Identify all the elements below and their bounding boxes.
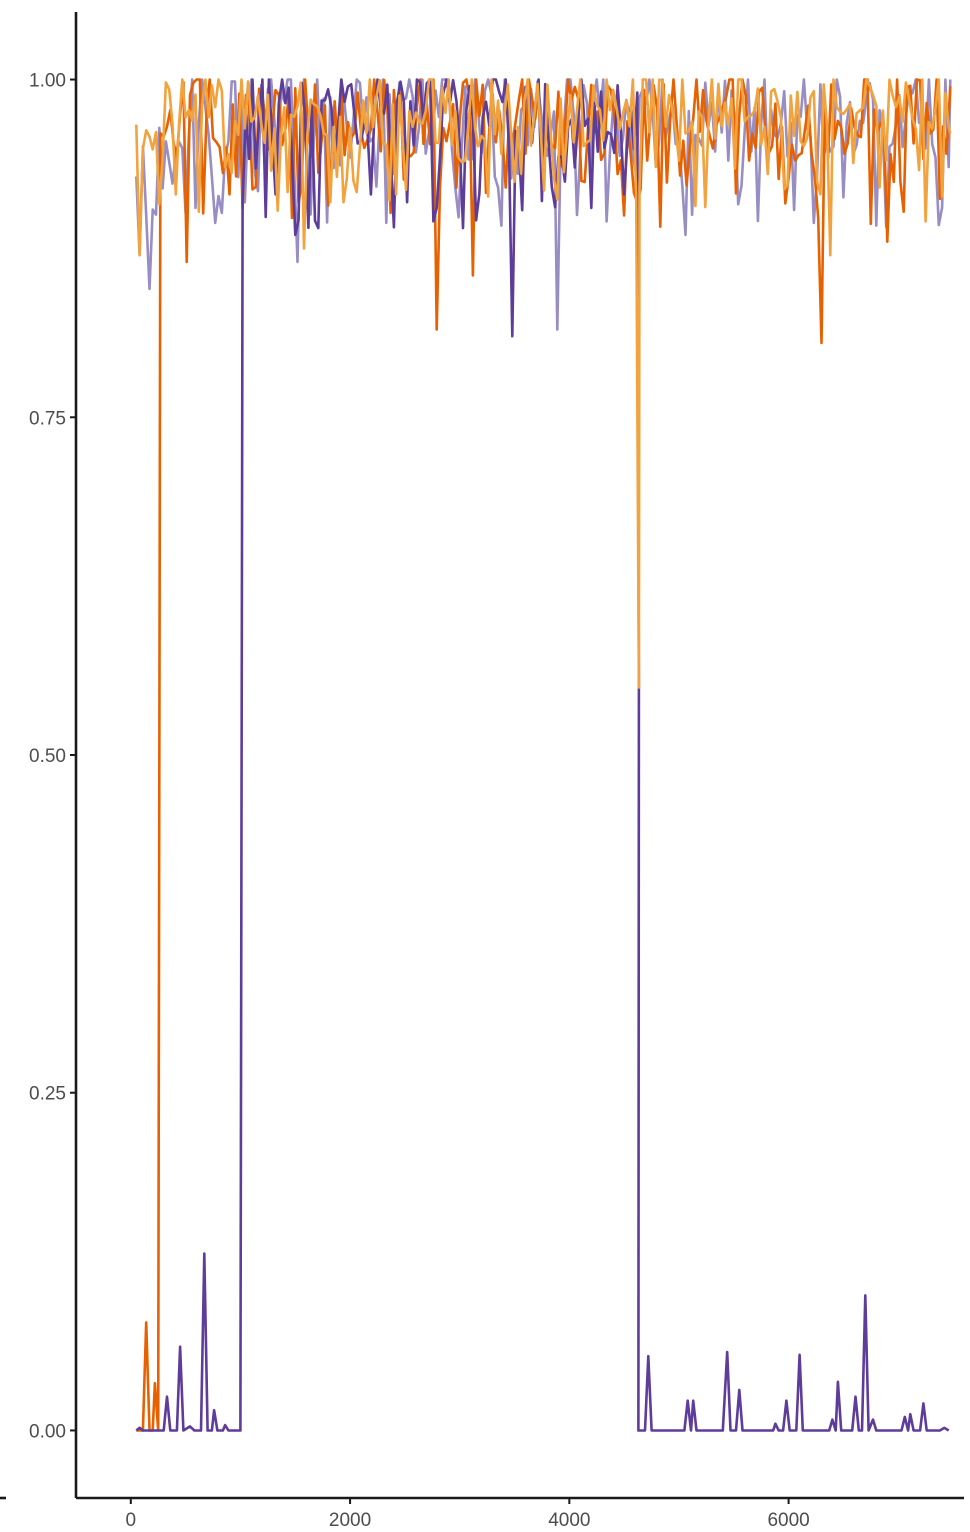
x-tick-layer: 0 2000 4000 6000 (126, 1498, 810, 1531)
y-tick-label: 0.50 (29, 746, 66, 767)
y-tick-label: 1.00 (29, 71, 66, 92)
x-tick-label: 0 (126, 1510, 137, 1531)
series-line-3 (135, 78, 950, 1432)
y-tick-label: 0.25 (29, 1084, 66, 1105)
series-line-2 (136, 78, 952, 1432)
y-tick-label: 0.00 (29, 1421, 66, 1442)
x-tick-label: 4000 (548, 1510, 590, 1531)
y-tick-layer: 0.00 0.25 0.50 0.75 1.00 (29, 71, 76, 1442)
x-tick-label: 6000 (767, 1510, 809, 1531)
series-line-4 (135, 78, 952, 689)
y-tick-label: 0.75 (29, 408, 66, 429)
x-tick-label: 2000 (329, 1510, 371, 1531)
series-layer (135, 78, 952, 1432)
